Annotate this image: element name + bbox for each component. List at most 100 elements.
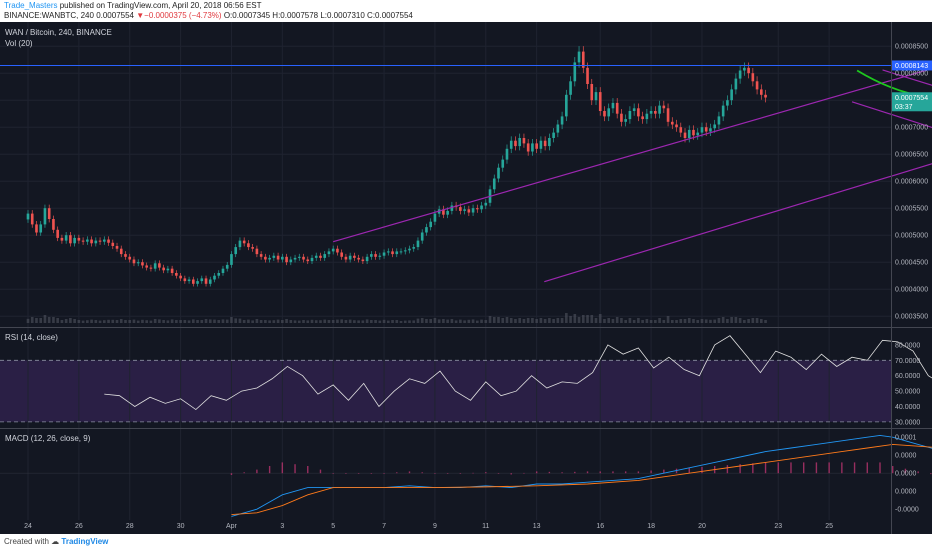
candle	[73, 237, 76, 244]
author-link[interactable]: Trade_Masters	[4, 1, 58, 10]
candle	[162, 267, 165, 271]
candle	[501, 159, 505, 168]
projection-curve	[856, 69, 932, 99]
volume-bar	[327, 320, 331, 323]
candle	[492, 178, 496, 190]
volume-bar	[208, 319, 212, 323]
candle	[581, 51, 585, 68]
grid	[0, 22, 891, 520]
price-axis[interactable]: 0.00085000.00080000.00075000.00070000.00…	[892, 44, 932, 514]
macd-histogram-bar	[472, 472, 474, 474]
candle	[751, 73, 755, 82]
candle	[306, 259, 310, 262]
chart-canvas[interactable]: 0.00085000.00080000.00075000.00070000.00…	[0, 22, 932, 534]
tradingview-logo-icon: ☁	[51, 537, 60, 546]
volume-bar	[166, 320, 170, 323]
time-axis[interactable]: 24 26 28 30 Apr 3 5 7 9 11 13 16 18 20 23 25	[24, 523, 833, 530]
volume-bar	[297, 320, 301, 323]
macd-histogram-bar	[307, 466, 309, 474]
candle	[386, 251, 390, 253]
candle	[272, 255, 276, 258]
candle	[463, 209, 466, 211]
volume-bar	[615, 317, 619, 323]
candle	[56, 229, 59, 238]
volume-bar	[94, 320, 98, 323]
macd-label: MACD (12, 26, close, 9)	[5, 434, 91, 443]
volume-bar	[217, 320, 221, 323]
candle	[344, 256, 348, 260]
volume-bar	[645, 319, 649, 323]
candle	[310, 257, 314, 262]
volume-bar	[281, 320, 284, 323]
chart-title: WAN / Bitcoin, 240, BINANCE	[5, 28, 112, 37]
candle	[238, 240, 242, 248]
price-tag-label: 0.0008143	[895, 63, 928, 70]
volume-bar	[238, 318, 242, 323]
candle	[208, 279, 212, 284]
macd-histogram-bar	[892, 466, 894, 474]
volume-bar	[302, 320, 305, 323]
macd-histogram-bar	[421, 472, 423, 474]
candle	[543, 140, 547, 147]
candle	[259, 254, 263, 257]
macd-histogram-bar	[815, 462, 818, 474]
candle	[399, 251, 403, 253]
volume-bar	[649, 320, 653, 323]
candle	[391, 251, 394, 255]
macd-histogram-bar	[434, 473, 436, 474]
time-tick-label: 28	[126, 523, 134, 530]
candle	[196, 281, 199, 284]
macd-histogram-bar	[396, 472, 398, 474]
candle	[755, 81, 759, 90]
volume-bar	[475, 320, 479, 323]
volume-bar	[382, 319, 386, 323]
time-tick-label: Apr	[226, 523, 238, 530]
candle	[624, 119, 627, 122]
volume-bar	[69, 318, 72, 323]
volume-bar	[654, 320, 657, 323]
candle	[242, 240, 246, 244]
volume-bar	[497, 317, 500, 323]
candle	[297, 256, 301, 258]
volume-bar	[230, 317, 233, 323]
candle	[35, 224, 38, 233]
candle	[30, 213, 34, 225]
volume-bar	[522, 319, 526, 323]
volume-bar	[450, 319, 454, 323]
macd-histogram-bar	[879, 462, 881, 474]
volume-bar	[310, 319, 314, 323]
volume-bar	[620, 318, 623, 323]
volume-bar	[47, 317, 51, 323]
volume-bar	[403, 320, 407, 323]
macd-histogram-bar	[548, 471, 551, 474]
candle	[90, 239, 93, 244]
volume-bar	[759, 319, 763, 323]
volume-bar	[514, 319, 517, 323]
tradingview-brand[interactable]: TradingView	[61, 537, 109, 546]
volume-bar	[98, 320, 102, 323]
macd-histogram-bar	[497, 473, 500, 474]
candle	[759, 89, 763, 95]
volume-bar	[115, 320, 119, 323]
volume-bar	[632, 320, 636, 323]
trend-line	[851, 101, 932, 129]
volume-bar	[145, 320, 149, 323]
candle	[726, 100, 729, 106]
candle	[348, 255, 352, 260]
volume-bar	[102, 320, 106, 323]
candle	[217, 273, 221, 276]
macd-histogram-bar	[663, 469, 665, 474]
volume-bar	[704, 319, 708, 323]
volume-bar	[111, 319, 115, 323]
volume-bar	[738, 318, 742, 323]
volume-bar	[764, 320, 767, 323]
candle	[26, 213, 30, 220]
candle	[102, 239, 106, 242]
volume-bar	[484, 320, 488, 323]
macd-histogram-bar	[319, 469, 322, 474]
macd-histogram-bar	[917, 471, 919, 474]
candle	[285, 256, 288, 263]
volume-bar	[488, 316, 492, 323]
volume-bar	[628, 318, 632, 323]
candle	[230, 254, 233, 265]
